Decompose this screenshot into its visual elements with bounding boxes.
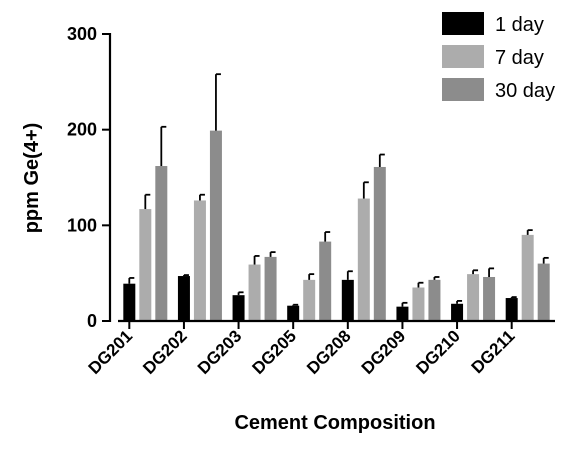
legend-swatch bbox=[442, 45, 484, 68]
x-tick-label: DG210 bbox=[412, 326, 464, 378]
bar bbox=[505, 298, 518, 321]
bar bbox=[451, 303, 464, 321]
bar bbox=[193, 200, 206, 321]
bar bbox=[373, 166, 386, 321]
x-axis: DG201 DG202 DG203 DG205 DG208 DG209 DG210 DG211 bbox=[85, 319, 555, 378]
x-tick-label: DG211 bbox=[468, 326, 519, 377]
x-tick-label: DG209 bbox=[358, 326, 410, 378]
bar bbox=[412, 287, 425, 321]
legend-label: 1 day bbox=[495, 14, 544, 36]
bar bbox=[177, 276, 190, 321]
bar bbox=[396, 306, 409, 321]
bar bbox=[139, 209, 152, 321]
bar bbox=[123, 283, 136, 321]
bar bbox=[537, 263, 550, 321]
x-tick-label: DG208 bbox=[303, 326, 355, 378]
x-tick-label: DG201 bbox=[85, 326, 137, 378]
bar bbox=[303, 279, 316, 321]
bar bbox=[521, 234, 534, 321]
bar bbox=[428, 279, 441, 321]
bar bbox=[264, 256, 277, 321]
bar bbox=[341, 279, 354, 321]
legend-label: 7 day bbox=[495, 47, 544, 69]
bar bbox=[357, 198, 370, 321]
bar bbox=[319, 241, 332, 321]
y-axis-title: ppm Ge(4+) bbox=[21, 123, 43, 234]
y-tick-label: 0 bbox=[87, 311, 97, 331]
bar bbox=[209, 130, 222, 321]
bar bbox=[483, 276, 496, 321]
legend-swatch bbox=[442, 12, 484, 35]
bar bbox=[232, 295, 245, 321]
legend-swatch bbox=[442, 78, 484, 101]
bar bbox=[287, 305, 300, 321]
y-tick-label: 200 bbox=[67, 120, 97, 140]
y-axis: 0 100 200 300 bbox=[67, 24, 112, 331]
x-tick-label: DG203 bbox=[194, 326, 246, 378]
x-tick-label: DG205 bbox=[248, 326, 300, 378]
x-tick-label: DG202 bbox=[139, 326, 191, 378]
y-tick-label: 300 bbox=[67, 24, 97, 44]
bars-layer bbox=[123, 73, 550, 321]
x-axis-title: Cement Composition bbox=[234, 412, 435, 434]
bar bbox=[155, 166, 168, 321]
legend: 1 day 7 day 30 day bbox=[442, 12, 555, 102]
bar bbox=[467, 274, 480, 321]
y-tick-label: 100 bbox=[67, 215, 97, 235]
bar bbox=[248, 264, 261, 321]
legend-label: 30 day bbox=[495, 80, 555, 102]
